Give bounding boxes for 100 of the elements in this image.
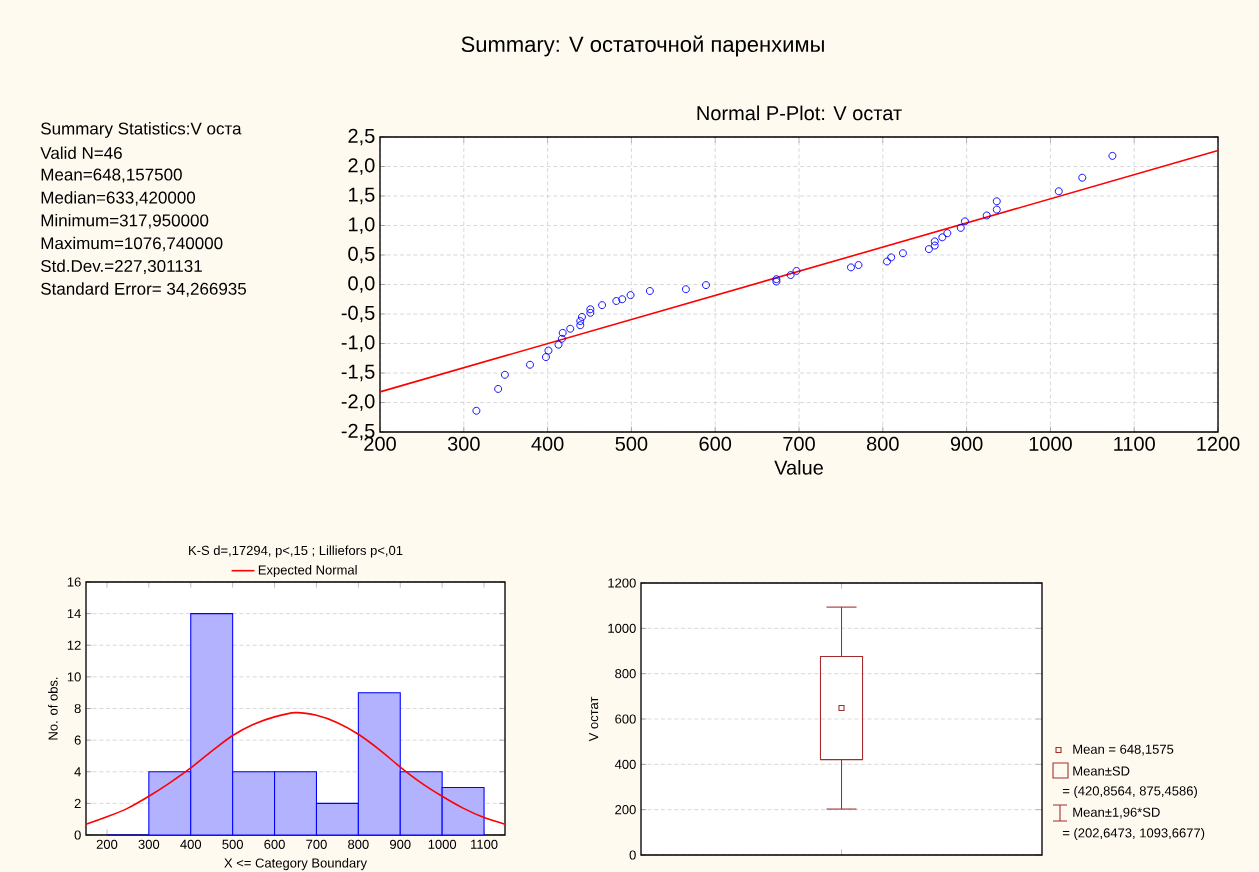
x-tick-label: 500	[615, 436, 648, 451]
x-tick-label: 1000	[428, 839, 457, 849]
text: Mean=648,157500	[41, 168, 182, 183]
x-tick-label: 500	[222, 839, 243, 849]
point	[500, 370, 509, 379]
y-tick-label: 0	[74, 830, 81, 840]
x-tick-label: 1000	[1029, 436, 1072, 451]
y-tick-label: -1,5	[341, 364, 375, 382]
point	[786, 271, 795, 280]
x-tick-label: 700	[306, 839, 327, 849]
point	[1108, 151, 1117, 160]
y-tick-label: 14	[67, 609, 81, 619]
y-tick-label: -1,0	[341, 335, 375, 352]
y-tick-label: -0,5	[341, 305, 375, 323]
point	[576, 317, 585, 326]
x-tick-label: 400	[180, 839, 202, 849]
x-tick-label: 600	[699, 436, 732, 451]
text: Summary Statistics:V оста	[41, 122, 242, 138]
x-tick-label: 700	[783, 436, 815, 451]
y-axis-title: V остат	[589, 696, 599, 742]
y-tick-label: 2	[74, 798, 81, 808]
point	[930, 241, 939, 250]
y-tick-label: 12	[67, 640, 81, 650]
point	[586, 305, 595, 314]
point	[943, 229, 952, 238]
x-tick-label: 1100	[1114, 436, 1155, 451]
y-tick-label: 6	[74, 735, 81, 745]
x-tick-label: 400	[531, 436, 564, 451]
point	[960, 217, 969, 226]
text: Mean±1,96*SD	[1073, 807, 1160, 819]
point	[956, 223, 965, 232]
y-tick-label: 0	[629, 850, 636, 860]
line-series	[85, 711, 506, 826]
point	[554, 340, 563, 349]
point	[887, 253, 896, 262]
point	[847, 263, 855, 272]
point	[702, 281, 710, 290]
text: Valid N=46	[40, 146, 122, 160]
y-tick-label: 4	[74, 767, 81, 777]
point	[982, 211, 991, 220]
point	[898, 249, 907, 258]
x-axis-title: X <= Category Boundary	[224, 858, 368, 871]
x-axis-title: Value	[774, 460, 823, 475]
point	[612, 297, 621, 305]
point	[541, 353, 550, 362]
x-tick-label: 300	[138, 839, 160, 849]
point	[992, 205, 1001, 214]
point	[586, 308, 595, 317]
y-tick-label: 0,5	[348, 246, 375, 264]
y-axis-title: No. of obs.	[48, 677, 58, 740]
y-tick-label: 10	[67, 672, 81, 682]
text: = (202,6473, 1093,6677)	[1062, 827, 1205, 841]
y-tick-label: 1,5	[349, 187, 375, 205]
x-tick-label: 900	[950, 436, 983, 451]
chart-title: K-S d=,17294, p<,15 ; Lilliefors p<,01	[189, 545, 403, 558]
point	[557, 334, 566, 343]
text: = (420,8564, 875,4586)	[1062, 785, 1197, 799]
point	[578, 312, 586, 321]
point	[883, 257, 891, 266]
y-tick-label: 1000	[608, 623, 636, 633]
y-tick-label: -2,0	[341, 394, 375, 411]
point	[854, 261, 863, 269]
text: Maximum=1076,740000	[41, 236, 223, 252]
legend-label: Expected Normal	[258, 564, 357, 578]
point	[992, 197, 1001, 206]
point	[558, 328, 567, 337]
y-tick-label: 1200	[608, 578, 636, 588]
y-tick-label: 800	[615, 669, 636, 679]
text: Summary: V остаточной паренхимы	[461, 35, 824, 57]
text: Mean = 648,1575	[1073, 744, 1174, 756]
point	[938, 233, 947, 242]
y-tick-label: 400	[614, 759, 636, 769]
y-tick-label: 2,0	[348, 158, 375, 175]
y-tick-label: 2,5	[348, 128, 375, 146]
y-tick-label: 16	[67, 577, 81, 587]
y-tick-label: 8	[74, 703, 81, 714]
text: Std.Dev.=227,301131	[41, 259, 202, 275]
point	[626, 291, 635, 300]
point	[598, 301, 607, 310]
point	[792, 266, 801, 275]
point	[645, 287, 654, 295]
point	[1078, 173, 1087, 182]
point	[576, 321, 585, 330]
point	[472, 406, 481, 415]
point	[494, 384, 503, 393]
text: Standard Error= 34,266935	[41, 282, 247, 297]
point	[681, 285, 690, 294]
y-tick-label: 600	[615, 714, 636, 724]
x-tick-label: 200	[96, 839, 118, 849]
x-tick-label: 600	[264, 839, 285, 849]
point	[924, 245, 933, 254]
point	[544, 346, 553, 355]
x-tick-label: 800	[867, 436, 899, 451]
x-tick-label: 1200	[1197, 436, 1240, 451]
text: Median=633,420000	[41, 191, 196, 206]
y-tick-label: 1,0	[349, 217, 375, 234]
y-tick-label: 200	[615, 805, 636, 815]
point	[618, 295, 627, 304]
text: Mean±SD	[1073, 766, 1130, 776]
x-tick-label: 900	[390, 839, 411, 849]
